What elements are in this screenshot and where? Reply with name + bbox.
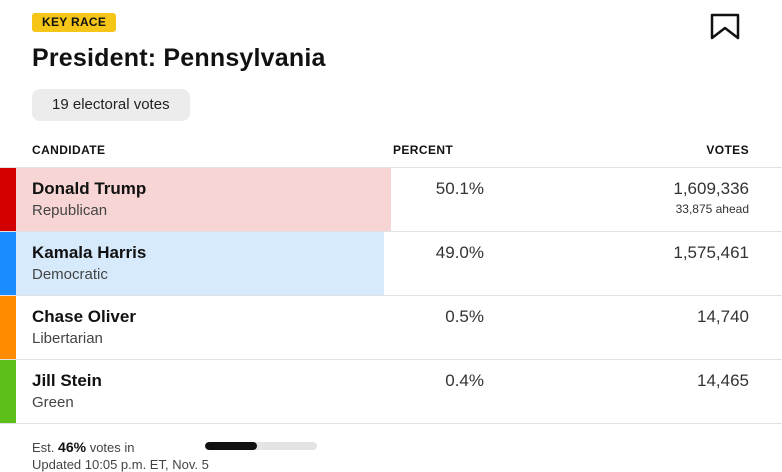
candidate-votes: 14,465 xyxy=(697,371,749,390)
candidate-votes: 1,575,461 xyxy=(673,243,749,262)
candidate-row: Jill Stein Green 0.4% 14,465 xyxy=(0,360,782,423)
est-prefix: Est. xyxy=(32,440,55,455)
bookmark-icon[interactable] xyxy=(708,12,744,40)
candidate-row: Chase Oliver Libertarian 0.5% 14,740 xyxy=(0,296,782,359)
party-color-stripe xyxy=(0,360,16,423)
votes-in-progress-bar xyxy=(205,442,317,450)
est-suffix: votes in xyxy=(89,440,135,455)
party-color-stripe xyxy=(0,168,16,231)
candidate-party: Republican xyxy=(32,202,108,219)
votes-in-progress-fill xyxy=(205,442,257,450)
candidate-name: Chase Oliver xyxy=(32,307,136,326)
candidate-percent: 49.0% xyxy=(435,243,484,262)
candidate-party: Green xyxy=(32,394,74,411)
page-title: President: Pennsylvania xyxy=(32,44,326,72)
candidate-row: Donald Trump Republican 50.1% 1,609,336 … xyxy=(0,168,782,231)
party-color-stripe xyxy=(0,232,16,295)
electoral-votes-pill: 19 electoral votes xyxy=(32,89,190,121)
divider xyxy=(0,295,782,296)
vote-margin-note: 33,875 ahead xyxy=(675,202,749,216)
candidate-name: Kamala Harris xyxy=(32,243,147,262)
divider xyxy=(0,167,782,168)
column-header-percent: PERCENT xyxy=(393,143,454,157)
candidate-party: Libertarian xyxy=(32,330,103,347)
party-color-stripe xyxy=(0,296,16,359)
est-percent: 46% xyxy=(58,439,87,455)
candidate-row: Kamala Harris Democratic 49.0% 1,575,461 xyxy=(0,232,782,295)
vote-share-fill xyxy=(16,232,384,295)
updated-timestamp: Updated 10:05 p.m. ET, Nov. 5 xyxy=(32,457,209,472)
divider xyxy=(0,423,782,424)
divider xyxy=(0,231,782,232)
candidate-votes: 14,740 xyxy=(697,307,749,326)
column-header-votes: VOTES xyxy=(706,143,749,157)
column-header-candidate: CANDIDATE xyxy=(32,143,106,157)
candidate-percent: 0.5% xyxy=(445,307,484,326)
candidate-name: Jill Stein xyxy=(32,371,102,390)
candidate-percent: 0.4% xyxy=(445,371,484,390)
candidate-votes: 1,609,336 xyxy=(673,179,749,198)
vote-share-fill xyxy=(16,168,392,231)
candidate-percent: 50.1% xyxy=(435,179,484,198)
key-race-badge: KEY RACE xyxy=(32,13,117,32)
candidate-name: Donald Trump xyxy=(32,179,147,198)
reporting-status: Est. 46% votes in xyxy=(32,439,135,455)
candidate-party: Democratic xyxy=(32,266,108,283)
divider xyxy=(0,359,782,360)
